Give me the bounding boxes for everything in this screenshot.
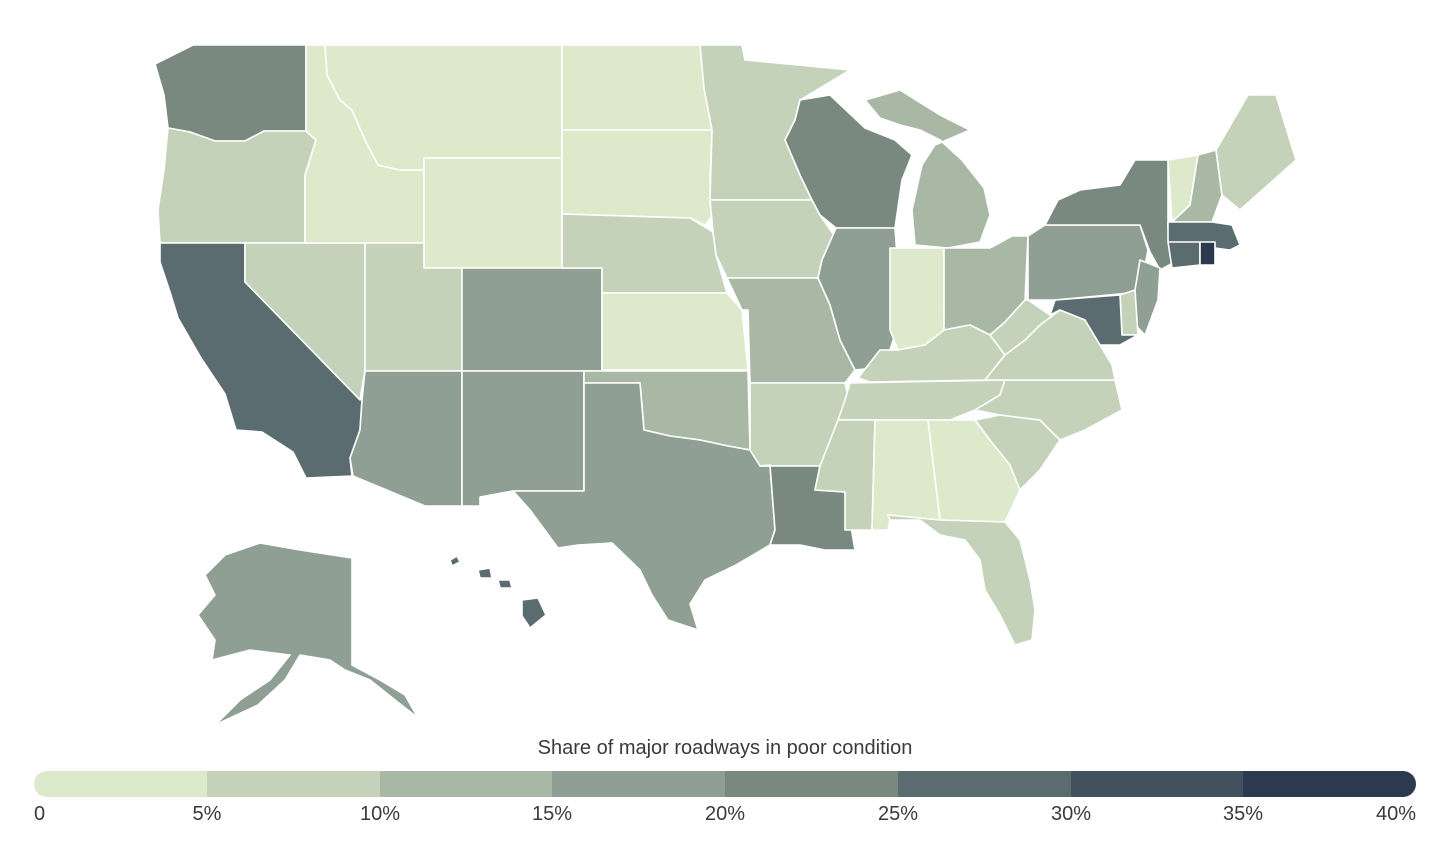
legend-tick-label: 40%: [1375, 803, 1416, 825]
state-tx: [512, 382, 776, 631]
state-md: [1049, 294, 1139, 346]
state-co: [461, 267, 603, 372]
legend-swatch-6: [897, 771, 1071, 797]
legend-swatch-8: [1243, 771, 1416, 797]
legend-tick-label: 35%: [1222, 803, 1264, 825]
legend-tick-label: 30%: [1050, 803, 1092, 825]
state-ct: [1167, 241, 1201, 269]
legend-swatch-5: [725, 771, 898, 797]
legend-tick-label: 25%: [877, 803, 919, 825]
state-pa: [1027, 224, 1149, 301]
legend-title: Share of major roadways in poor conditio…: [537, 737, 913, 759]
state-ia: [709, 199, 837, 279]
legend-tick-label: 5%: [192, 803, 222, 825]
state-nd: [561, 44, 713, 131]
state-ks: [601, 292, 749, 371]
state-de: [1119, 289, 1139, 336]
state-sd: [561, 129, 714, 226]
state-mi: [864, 89, 991, 249]
state-tn: [837, 379, 1006, 421]
state-wa: [154, 44, 307, 142]
legend-swatch-4: [552, 771, 725, 797]
legend-tick-label: 10%: [359, 803, 401, 825]
state-or: [157, 127, 317, 244]
state-in: [889, 247, 945, 351]
legend-swatch-7: [1070, 771, 1244, 797]
state-nc: [974, 379, 1123, 441]
state-nm: [461, 370, 585, 507]
legend-tick-label: 0: [34, 803, 46, 825]
state-hi: [449, 555, 547, 629]
legend-swatch-1: [34, 771, 207, 797]
state-wy: [423, 157, 563, 269]
legend-ticks: 0 5% 10% 15% 20% 25% 30% 35% 40%: [0, 803, 1450, 833]
legend-color-scale: [34, 771, 1416, 797]
legend-tick-label: 15%: [531, 803, 573, 825]
legend-tick-label: 20%: [704, 803, 746, 825]
state-ri: [1199, 241, 1216, 266]
legend-swatch-3: [379, 771, 553, 797]
state-az: [349, 370, 463, 507]
legend-swatch-2: [206, 771, 380, 797]
state-ak: [197, 542, 419, 726]
state-ny: [1044, 159, 1176, 271]
state-fl: [887, 514, 1036, 646]
state-me: [1215, 94, 1297, 211]
